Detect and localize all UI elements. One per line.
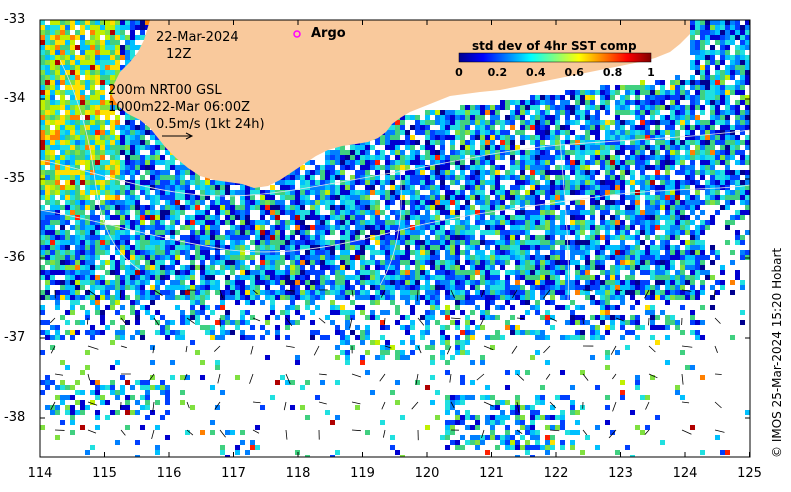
- x-tick-label: 120: [414, 466, 440, 481]
- axis-ticks: [39, 19, 750, 457]
- colorbar-tick-label: 0.2: [487, 66, 508, 79]
- colorbar: [458, 52, 652, 63]
- colorbar-tick-label: 0.6: [564, 66, 584, 79]
- map-date: 22-Mar-2024: [156, 30, 239, 45]
- colorbar-tick-label: 0.4: [526, 66, 546, 79]
- x-tick-label: 119: [350, 466, 375, 481]
- x-tick-label: 118: [285, 466, 311, 481]
- argo-legend-label: Argo: [311, 26, 346, 41]
- y-tick-label: -34: [4, 91, 26, 106]
- map-time: 12Z: [166, 47, 192, 62]
- x-tick-label: 117: [221, 466, 246, 481]
- x-tick-label: 114: [27, 466, 53, 481]
- current-label-depths: 200m NRT00 GSL: [108, 83, 222, 98]
- y-tick-label: -33: [4, 12, 26, 27]
- x-tick-label: 121: [479, 466, 504, 481]
- vector-scale-label: 0.5m/s (1kt 24h): [156, 117, 265, 132]
- current-label-timestamp: 1000m22-Mar 06:00Z: [108, 100, 251, 115]
- x-tick-label: 116: [156, 466, 182, 481]
- current-vectors: [49, 289, 725, 441]
- colorbar-title: std dev of 4hr SST comp: [472, 39, 637, 53]
- y-tick-label: -35: [4, 171, 26, 186]
- colorbar-tick-label: 1: [647, 66, 655, 79]
- y-tick-label: -36: [4, 250, 26, 265]
- y-tick-label: -38: [4, 410, 26, 425]
- vector-scale-arrow-icon: [162, 132, 194, 140]
- x-tick-label: 115: [92, 466, 117, 481]
- x-tick-label: 122: [543, 466, 569, 481]
- argo-marker-icon: [293, 30, 301, 38]
- credit-label: © IMOS 25-Mar-2024 15:20 Hobart: [770, 247, 784, 458]
- x-tick-label: 125: [737, 466, 762, 481]
- plot-frame: [39, 19, 751, 458]
- temperature-contours: [40, 59, 750, 301]
- x-tick-label: 123: [608, 466, 633, 481]
- colorbar-tick-label: 0.8: [602, 66, 623, 79]
- x-tick-label: 124: [672, 466, 698, 481]
- y-tick-label: -37: [4, 330, 26, 345]
- colorbar-tick-label: 0: [455, 66, 463, 79]
